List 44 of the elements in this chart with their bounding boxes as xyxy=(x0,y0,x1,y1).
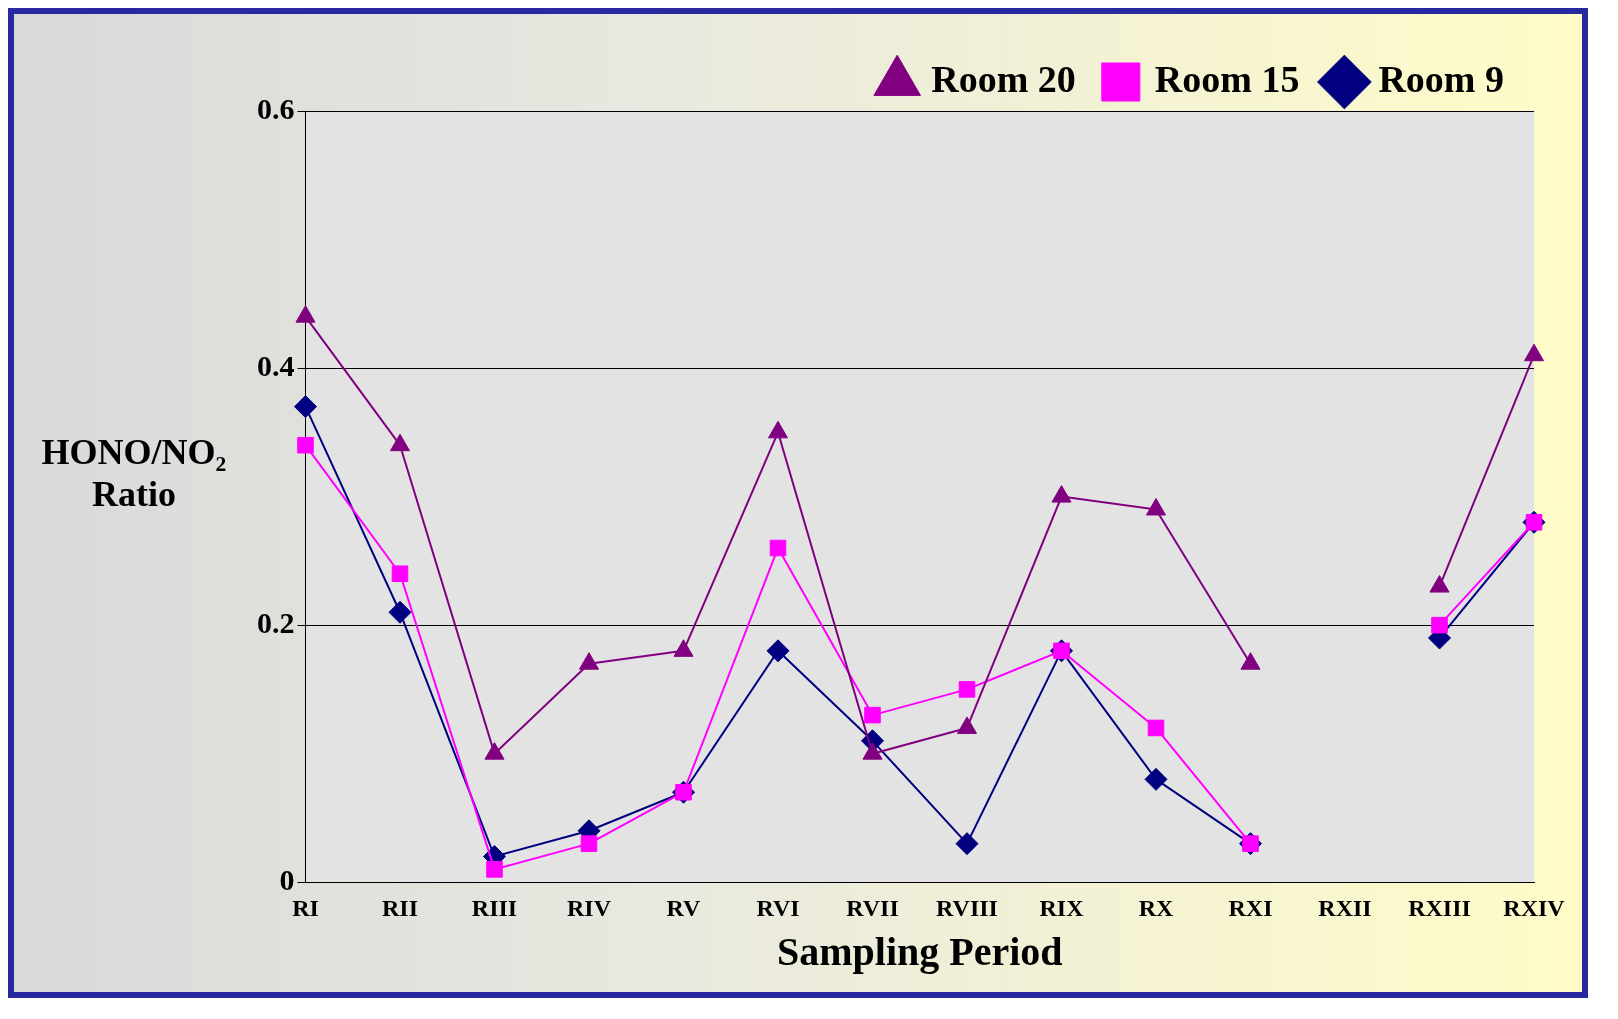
point xyxy=(1431,616,1448,634)
point xyxy=(297,436,314,454)
y-tick-label: 0.6 xyxy=(257,91,295,125)
point xyxy=(767,420,789,439)
point xyxy=(389,433,411,452)
point xyxy=(958,681,976,698)
x-tick-label: RIV xyxy=(566,894,612,921)
x-tick-label: RII xyxy=(381,894,419,921)
legend-label: Room 15 xyxy=(1154,57,1300,100)
x-tick-label: RVIII xyxy=(936,894,998,921)
legend-label: Room 20 xyxy=(931,57,1076,100)
x-tick-label: RV xyxy=(666,894,702,921)
point xyxy=(1051,485,1072,503)
point xyxy=(766,639,790,663)
point xyxy=(769,539,787,557)
legend-label: Room 9 xyxy=(1378,57,1505,100)
x-tick-label: RVI xyxy=(756,894,800,921)
x-axis-title: Sampling Period xyxy=(776,929,1063,975)
point xyxy=(1145,497,1167,516)
point xyxy=(1523,343,1545,362)
x-tick-label: RXI xyxy=(1228,894,1273,921)
x-tick-label: RIX xyxy=(1039,894,1085,921)
y-axis-title: HONO/NO₂ Ratio xyxy=(40,431,228,516)
point xyxy=(294,395,317,419)
y-tick-label: 0 xyxy=(279,862,295,896)
point xyxy=(1147,719,1165,737)
y-tick-label: 0.2 xyxy=(257,605,295,639)
x-tick-label: RXII xyxy=(1318,894,1372,921)
x-tick-label: RI xyxy=(292,894,319,921)
x-tick-label: RXIV xyxy=(1503,894,1566,921)
x-tick-label: RX xyxy=(1138,894,1174,921)
point xyxy=(295,305,316,323)
y-tick-label: 0.4 xyxy=(257,348,295,382)
point xyxy=(388,600,412,624)
x-tick-label: RIII xyxy=(471,894,518,921)
point xyxy=(955,832,979,856)
x-tick-label: RXIII xyxy=(1408,894,1471,921)
point xyxy=(580,835,598,852)
point xyxy=(1144,767,1168,791)
point xyxy=(1429,575,1450,593)
point xyxy=(864,706,881,724)
point xyxy=(391,565,409,582)
x-tick-label: RVII xyxy=(846,894,899,921)
point xyxy=(486,861,503,878)
